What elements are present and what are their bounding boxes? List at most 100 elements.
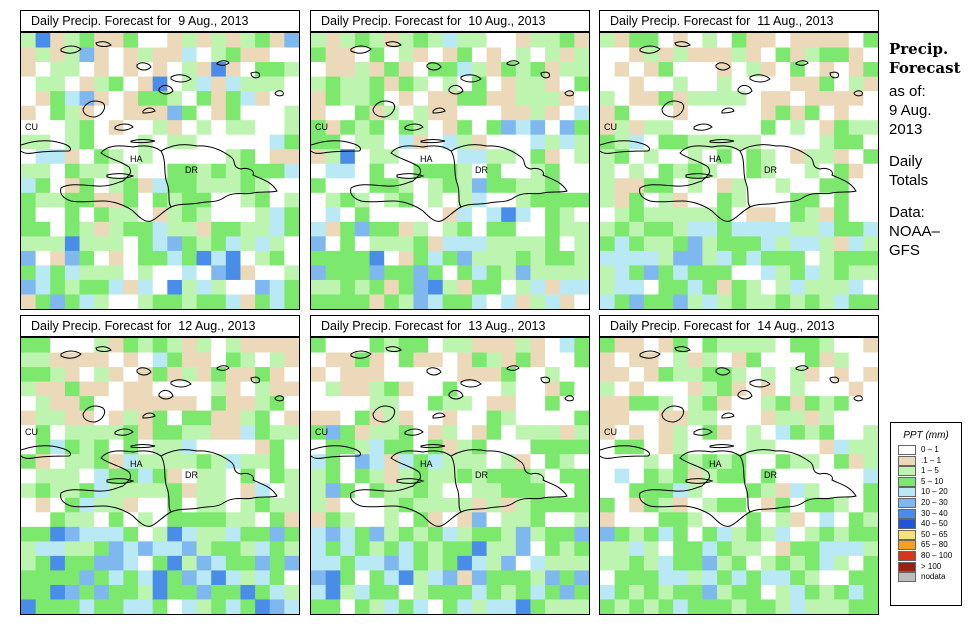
precip-cell — [354, 454, 370, 470]
precip-cell — [108, 497, 124, 513]
precip-cell — [50, 62, 66, 77]
coastline-path — [426, 367, 442, 376]
precip-cell — [658, 265, 674, 281]
precip-cell — [834, 584, 850, 600]
precip-cell — [138, 279, 154, 295]
precip-cell — [225, 192, 241, 208]
precip-cell — [123, 62, 139, 77]
precip-cell — [717, 91, 733, 107]
precip-cell — [311, 497, 327, 513]
legend-item: 1 – 5 — [891, 466, 961, 477]
precip-cell — [284, 367, 299, 382]
precip-cell — [94, 91, 110, 107]
precip-cell — [486, 483, 502, 499]
precip-cell — [559, 207, 575, 223]
precip-cell — [398, 149, 414, 165]
precip-cell — [687, 381, 703, 397]
precip-cell — [501, 425, 517, 441]
precip-cell — [269, 221, 285, 237]
legend-label: 1 – 5 — [921, 466, 939, 476]
precip-cell — [311, 120, 327, 136]
precip-cell — [643, 250, 659, 266]
precip-cell — [545, 555, 561, 571]
precip-cell — [284, 178, 299, 194]
precip-cell — [79, 338, 95, 353]
coastline-path — [311, 140, 362, 154]
precip-cell — [600, 584, 616, 600]
precip-cell — [731, 221, 747, 237]
precip-cell — [457, 599, 473, 614]
precip-cell — [515, 468, 531, 484]
precip-cell — [79, 265, 95, 281]
precip-cell — [340, 265, 356, 281]
precip-cell — [687, 352, 703, 368]
precip-cell — [804, 555, 820, 571]
precip-cell — [167, 236, 183, 252]
precip-cell — [643, 105, 659, 121]
precip-cell — [413, 338, 429, 353]
precip-cell — [240, 62, 256, 77]
precip-cell — [428, 33, 444, 48]
precip-cell — [775, 555, 791, 571]
legend-label: 5 – 10 — [921, 476, 944, 486]
precip-cell — [138, 91, 154, 107]
precip-cell — [834, 279, 850, 295]
precip-cell — [167, 367, 183, 382]
precip-cell — [486, 33, 502, 48]
precip-cell — [255, 425, 271, 441]
precip-cell — [600, 265, 616, 281]
precip-cell — [354, 512, 370, 528]
coastline-path — [685, 478, 714, 484]
precip-cell — [196, 338, 212, 353]
precip-cell — [775, 250, 791, 266]
precip-cell — [629, 178, 645, 194]
legend-item: 80 – 100 — [891, 550, 961, 562]
precip-cell — [486, 555, 502, 571]
precip-cell — [225, 352, 241, 368]
precip-cell — [340, 250, 356, 266]
precip-cell — [284, 76, 299, 92]
precip-cell — [658, 526, 674, 542]
precip-cell — [152, 163, 168, 179]
precip-cell — [559, 265, 575, 281]
precip-cell — [64, 149, 80, 165]
precip-cell — [94, 134, 110, 150]
precip-cell — [369, 338, 385, 353]
precip-cell — [167, 120, 183, 136]
precip-cell — [123, 352, 139, 368]
precip-cell — [94, 338, 110, 353]
precip-cell — [354, 62, 370, 77]
precip-cell — [457, 439, 473, 455]
precip-cell — [181, 396, 197, 412]
legend-item: 20 – 30 — [891, 497, 961, 509]
precip-cell — [673, 570, 689, 586]
precip-cell — [717, 47, 733, 63]
precip-cell — [50, 497, 66, 513]
precip-cell — [600, 149, 616, 165]
precip-cell — [790, 599, 806, 614]
precip-cell — [673, 468, 689, 484]
precip-cell — [471, 454, 487, 470]
precip-cell — [211, 294, 227, 309]
precip-cell — [486, 120, 502, 136]
precip-cell — [325, 338, 341, 353]
precip-cell — [658, 352, 674, 368]
precip-cell — [658, 76, 674, 92]
precip-cell — [658, 279, 674, 295]
precip-cell — [863, 105, 878, 121]
precip-cell — [79, 250, 95, 266]
precip-cell — [21, 192, 37, 208]
precip-cell — [167, 279, 183, 295]
precip-cell — [123, 250, 139, 266]
precip-cell — [269, 454, 285, 470]
precip-cell — [760, 33, 776, 48]
precip-cell — [471, 526, 487, 542]
precip-cell — [181, 512, 197, 528]
precip-cell — [138, 149, 154, 165]
precip-cell — [530, 76, 546, 92]
precip-cell — [629, 396, 645, 412]
precip-cell — [545, 76, 561, 92]
precip-cell — [384, 599, 400, 614]
precip-cell — [574, 599, 589, 614]
country-border — [450, 150, 462, 208]
